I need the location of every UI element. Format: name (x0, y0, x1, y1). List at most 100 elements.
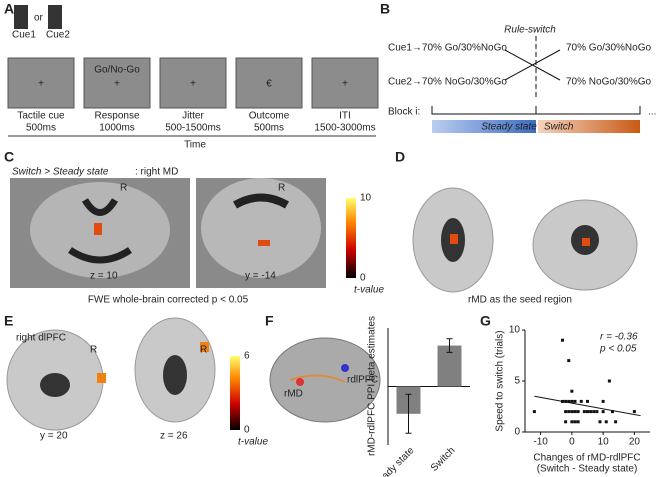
label: rMD-rdlPFC PPI beta estimates (367, 316, 378, 456)
label: rdlPFC (347, 375, 378, 386)
screen (159, 57, 227, 109)
error-bar (405, 393, 412, 434)
colorbar (230, 356, 240, 430)
colorbar-tick: 0 (360, 273, 366, 284)
label: 500ms (26, 123, 56, 134)
screen (311, 57, 379, 109)
panel-label: E (4, 313, 13, 329)
label: Outcome (249, 111, 290, 122)
colorbar-tick: 6 (244, 351, 250, 362)
point (573, 399, 577, 403)
panel-label: C (4, 149, 14, 165)
label: p < 0.05 (599, 344, 637, 355)
label: Changes of rMD-rdlPFC (533, 453, 640, 464)
point (576, 410, 580, 414)
label: Cue1 (12, 30, 36, 41)
point (589, 410, 593, 414)
point (604, 420, 608, 424)
label: 500-1500ms (165, 123, 221, 134)
label: z = 26 (160, 431, 188, 442)
point (582, 410, 586, 414)
colorbar-tick: 0 (244, 425, 250, 436)
label: Block i: (388, 107, 420, 118)
point (570, 399, 574, 403)
point (595, 410, 599, 414)
label: Go/No-Go (94, 65, 140, 76)
label: t-value (354, 285, 384, 296)
label: or (34, 13, 44, 24)
point (570, 420, 574, 424)
point (570, 389, 574, 393)
screen (7, 57, 75, 109)
label: Response (94, 111, 139, 122)
label: Cue2 (46, 30, 70, 41)
cue-icon (14, 5, 28, 29)
label: Jitter (182, 111, 204, 122)
screen-symbol: + (190, 79, 196, 90)
point (532, 410, 536, 414)
switch-arrows (504, 49, 561, 81)
label: R (90, 345, 97, 356)
label: y = 20 (40, 431, 68, 442)
point (607, 379, 611, 383)
colorbar (346, 198, 356, 278)
block-bracket (431, 106, 641, 115)
point (586, 399, 589, 403)
label: r = -0.36 (600, 332, 638, 343)
point (614, 420, 618, 424)
point (576, 420, 580, 424)
trend-line (534, 395, 641, 417)
screen-symbol: + (114, 79, 120, 90)
screen-symbol: + (38, 79, 44, 90)
label: t-value (238, 437, 268, 448)
panel-label: G (480, 313, 491, 329)
cue-icon (48, 5, 62, 29)
screen-symbol: + (342, 79, 348, 90)
colorbar-tick: 10 (360, 193, 372, 204)
label: right dlPFC (16, 333, 66, 344)
point (567, 359, 571, 363)
label: rMD (284, 389, 303, 400)
x-tick-label: -10 (533, 437, 548, 448)
point (601, 399, 605, 403)
panel-label: B (380, 1, 390, 17)
label: ... (648, 107, 656, 118)
label: FWE whole-brain corrected p < 0.05 (88, 295, 249, 306)
label: 500ms (254, 123, 284, 134)
point (567, 399, 571, 403)
point (570, 410, 574, 414)
label: R (120, 183, 127, 194)
x-tick-label: 0 (569, 437, 575, 448)
point (564, 399, 568, 403)
label: Switch > Steady state (12, 167, 109, 178)
brain-images (6, 178, 638, 431)
label: R (200, 345, 207, 356)
phase-bar (538, 120, 640, 133)
phase-bar (432, 120, 536, 133)
error-bar (446, 338, 453, 353)
label: Cue2→70% NoGo/30%Go (388, 77, 507, 88)
label: 70% NoGo/30%Go (566, 77, 651, 88)
point (592, 410, 596, 414)
point (564, 420, 568, 424)
label: Cue1→70% Go/30%NoGo (388, 43, 507, 54)
point (632, 410, 636, 414)
label: Steady state (481, 122, 537, 133)
y-tick-label: 0 (514, 427, 520, 438)
point (579, 399, 583, 403)
label: Speed to switch (trials) (495, 330, 506, 431)
screen (83, 57, 151, 109)
panel-label: A (4, 1, 14, 17)
label: Tactile cue (17, 111, 65, 122)
y-tick-label: 5 (514, 376, 520, 387)
x-tick-label: Switch (429, 445, 458, 474)
y-tick-label: 10 (509, 325, 521, 336)
label: 70% Go/30%NoGo (566, 43, 651, 54)
label: Time (184, 140, 206, 151)
panel-label: D (395, 149, 405, 165)
point (598, 420, 602, 424)
panel-label: F (265, 313, 274, 329)
label: rMD as the seed region (468, 295, 572, 306)
screen-symbol: € (266, 79, 272, 90)
